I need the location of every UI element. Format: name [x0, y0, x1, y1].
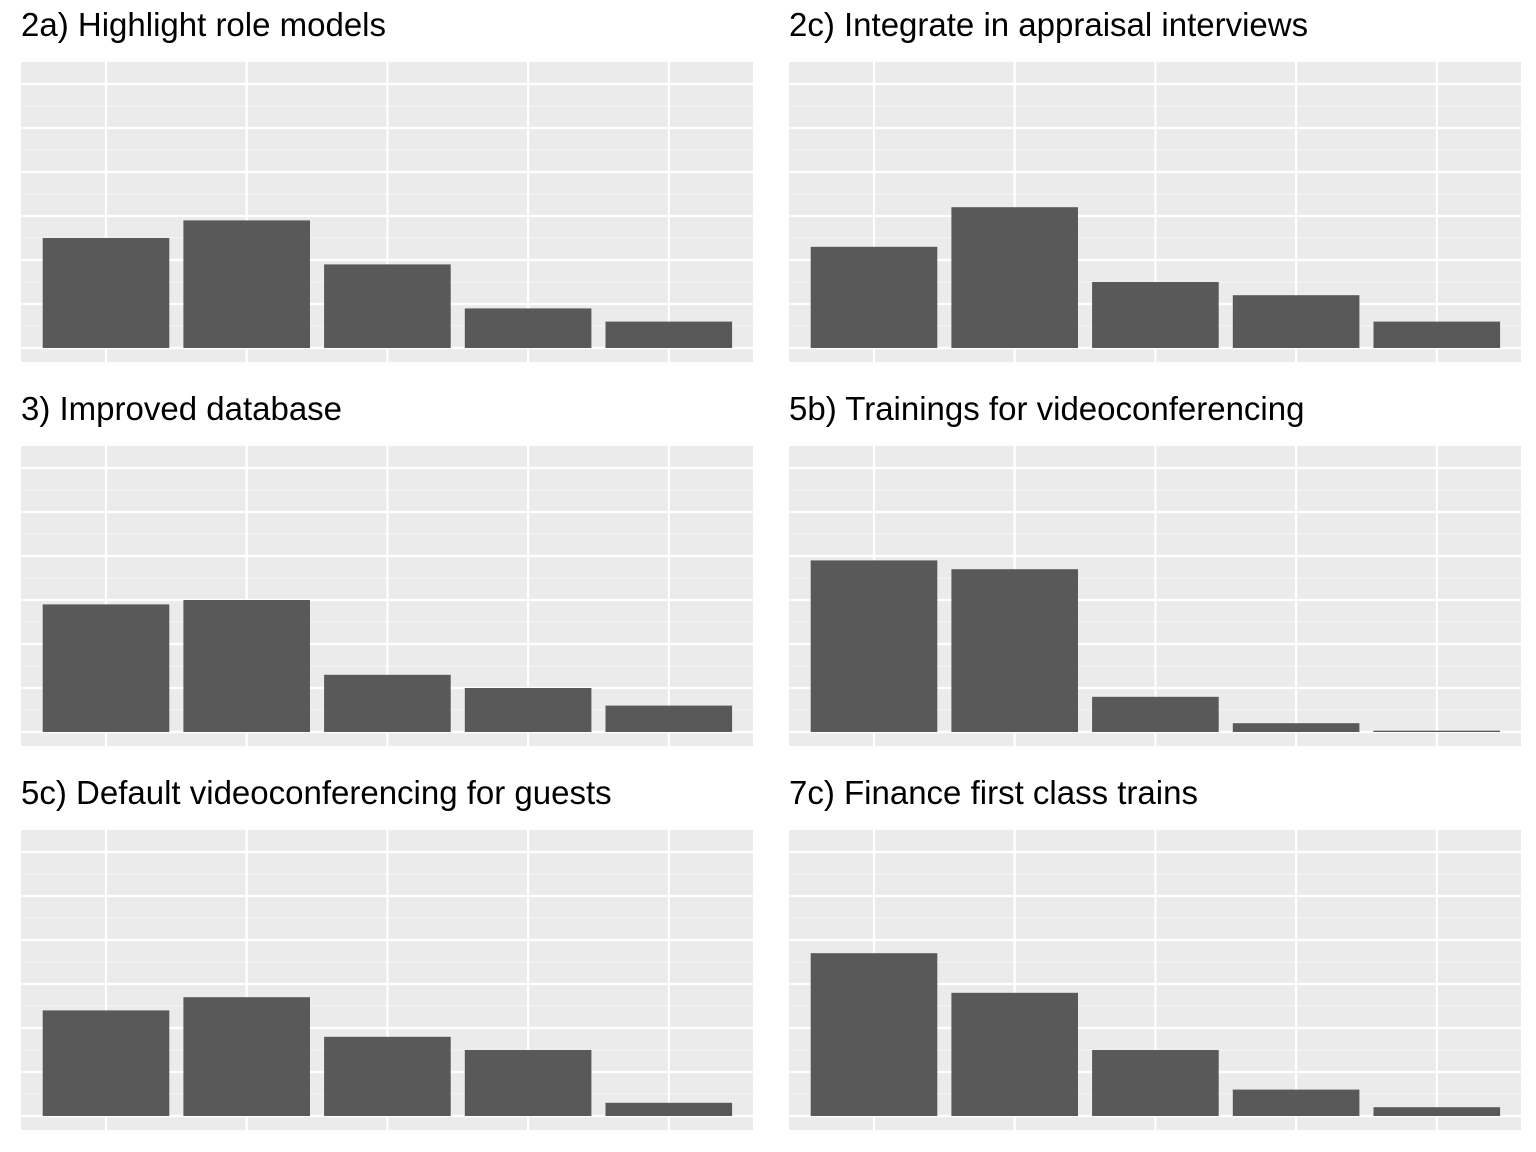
bar	[324, 674, 451, 732]
bar	[324, 264, 451, 348]
facet-panel	[789, 830, 1521, 1130]
bar	[183, 997, 310, 1116]
facet-5b: 5b) Trainings for videoconferencing	[789, 384, 1521, 746]
bar	[1092, 696, 1219, 732]
bar	[1373, 730, 1501, 732]
facet-panel	[789, 62, 1521, 362]
facet-2a: 2a) Highlight role models	[21, 0, 753, 362]
bar	[810, 246, 938, 348]
facet-title: 3) Improved database	[21, 390, 343, 427]
facet-title: 2c) Integrate in appraisal interviews	[789, 6, 1309, 43]
facet-panel	[21, 446, 753, 746]
bar	[1092, 1050, 1219, 1116]
bar	[810, 953, 938, 1116]
facet-title: 5c) Default videoconferencing for guests	[21, 774, 612, 811]
bar	[1092, 282, 1219, 348]
bar	[464, 1050, 592, 1116]
facet-5c: 5c) Default videoconferencing for guests	[21, 768, 753, 1130]
bar	[605, 321, 733, 348]
bar	[951, 992, 1078, 1116]
bar	[1232, 295, 1360, 348]
bar	[605, 1102, 733, 1116]
facet-panel	[21, 62, 753, 362]
bar	[1373, 321, 1501, 348]
bar	[42, 604, 170, 732]
bar	[810, 560, 938, 732]
facet-3: 3) Improved database	[21, 384, 753, 746]
facet-2c: 2c) Integrate in appraisal interviews	[789, 0, 1521, 362]
bar	[42, 238, 170, 348]
bar	[324, 1036, 451, 1116]
bar	[183, 220, 310, 348]
bar	[1373, 1107, 1501, 1116]
bar	[464, 688, 592, 732]
bar	[1232, 723, 1360, 732]
bar	[464, 308, 592, 348]
bar	[951, 207, 1078, 348]
facet-title: 5b) Trainings for videoconferencing	[789, 390, 1305, 427]
facet-7c: 7c) Finance first class trains	[789, 768, 1521, 1130]
facet-title: 7c) Finance first class trains	[789, 774, 1198, 811]
bar	[1232, 1089, 1360, 1116]
facet-panel	[789, 446, 1521, 746]
bar	[951, 569, 1078, 732]
bar	[183, 600, 310, 732]
facet-panel	[21, 830, 753, 1130]
facet-title: 2a) Highlight role models	[21, 6, 387, 43]
bar	[42, 1010, 170, 1116]
bar	[605, 705, 733, 732]
